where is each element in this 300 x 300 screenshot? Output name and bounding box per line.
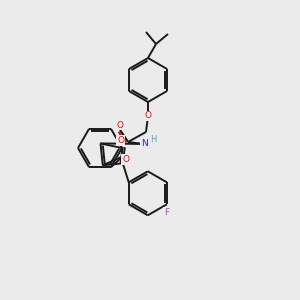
Text: O: O xyxy=(145,112,152,121)
Text: F: F xyxy=(164,208,169,217)
Text: O: O xyxy=(122,155,129,164)
Text: O: O xyxy=(116,121,124,130)
Text: O: O xyxy=(117,136,124,145)
Text: H: H xyxy=(150,136,156,145)
Text: N: N xyxy=(141,139,147,148)
